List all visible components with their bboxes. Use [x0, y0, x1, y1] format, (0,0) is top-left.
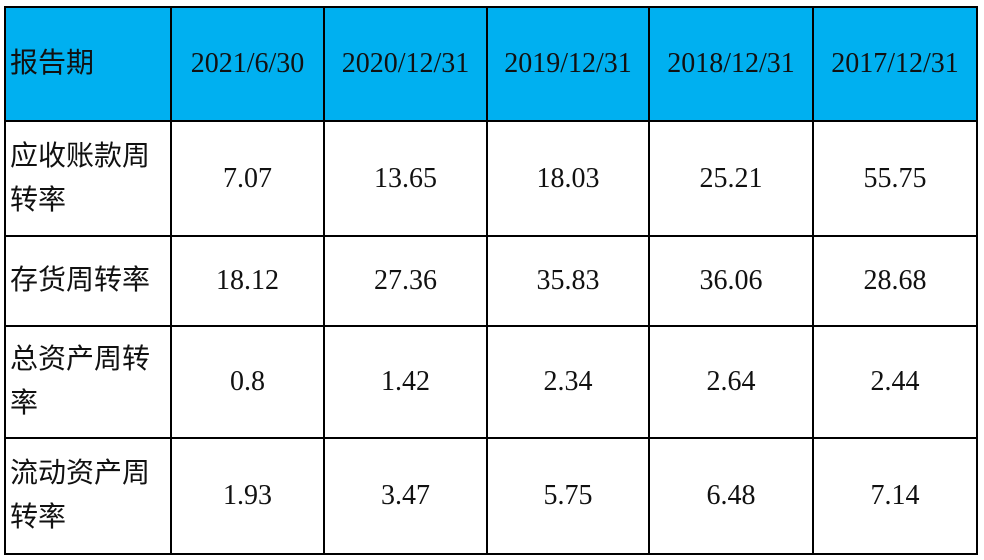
cell-value: 7.14 — [812, 437, 978, 555]
cell-value: 2.34 — [486, 325, 650, 439]
cell-value: 13.65 — [323, 120, 488, 237]
header-cell: 2021/6/30 — [170, 6, 325, 122]
cell-value: 28.68 — [812, 235, 978, 327]
cell-value: 27.36 — [323, 235, 488, 327]
cell-value: 2.44 — [812, 325, 978, 439]
header-row: 报告期 2021/6/30 2020/12/31 2019/12/31 2018/12/… — [4, 6, 978, 122]
cell-value: 55.75 — [812, 120, 978, 237]
cell-value: 18.12 — [170, 235, 325, 327]
table-container: 报告期 2021/6/30 2020/12/31 2019/12/31 2018/12/… — [4, 6, 978, 555]
row-label: 流动资产周转率 — [4, 437, 172, 555]
cell-value: 1.93 — [170, 437, 325, 555]
cell-value: 3.47 — [323, 437, 488, 555]
data-row: 应收账款周转率 7.07 13.65 18.03 25.21 55.75 — [4, 120, 978, 237]
row-label: 应收账款周转率 — [4, 120, 172, 237]
header-cell: 2017/12/31 — [812, 6, 978, 122]
cell-value: 36.06 — [648, 235, 814, 327]
row-label: 存货周转率 — [4, 235, 172, 327]
data-row: 流动资产周转率 1.93 3.47 5.75 6.48 7.14 — [4, 437, 978, 555]
cell-value: 1.42 — [323, 325, 488, 439]
data-row: 存货周转率 18.12 27.36 35.83 36.06 28.68 — [4, 235, 978, 327]
row-label: 总资产周转率 — [4, 325, 172, 439]
header-cell: 2019/12/31 — [486, 6, 650, 122]
header-cell: 报告期 — [4, 6, 172, 122]
cell-value: 5.75 — [486, 437, 650, 555]
data-table: 报告期 2021/6/30 2020/12/31 2019/12/31 2018/12/… — [4, 6, 978, 555]
header-cell: 2020/12/31 — [323, 6, 488, 122]
header-cell: 2018/12/31 — [648, 6, 814, 122]
cell-value: 35.83 — [486, 235, 650, 327]
cell-value: 25.21 — [648, 120, 814, 237]
cell-value: 7.07 — [170, 120, 325, 237]
cell-value: 2.64 — [648, 325, 814, 439]
cell-value: 6.48 — [648, 437, 814, 555]
data-row: 总资产周转率 0.8 1.42 2.34 2.64 2.44 — [4, 325, 978, 439]
cell-value: 0.8 — [170, 325, 325, 439]
cell-value: 18.03 — [486, 120, 650, 237]
